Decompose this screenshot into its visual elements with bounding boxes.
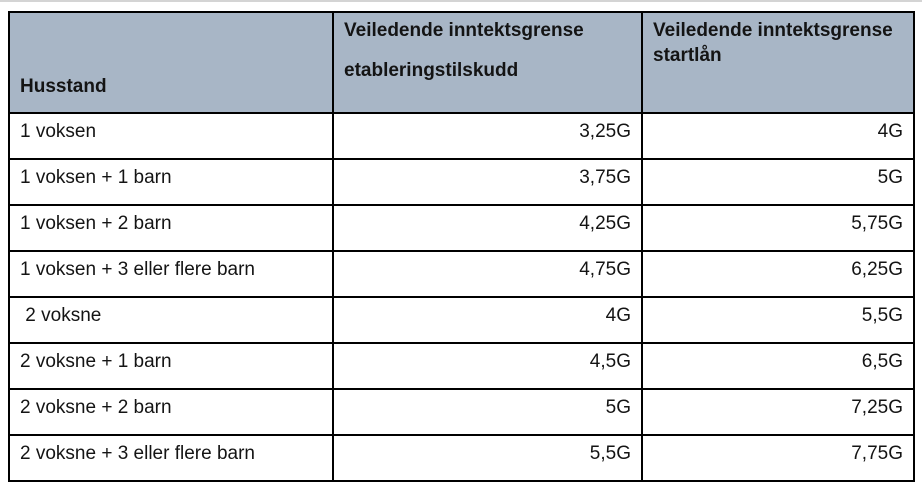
- table-row: 1 voksen + 1 barn 3,75G 5G: [8, 158, 915, 206]
- cell-etableringstilskudd: 4,25G: [332, 204, 643, 252]
- cell-startlaan: 6,5G: [641, 342, 915, 390]
- table-row: 2 voksne 4G 5,5G: [8, 296, 915, 344]
- cell-startlaan: 5G: [641, 158, 915, 206]
- header-husstand-label: Husstand: [20, 76, 107, 97]
- header-row: Husstand Veiledende inntektsgrense etabl…: [8, 11, 915, 114]
- table-body: 1 voksen 3,25G 4G 1 voksen + 1 barn 3,75…: [8, 112, 915, 482]
- table-row: 1 voksen + 3 eller flere barn 4,75G 6,25…: [8, 250, 915, 298]
- table-row: 1 voksen 3,25G 4G: [8, 112, 915, 160]
- cell-startlaan: 5,75G: [641, 204, 915, 252]
- cell-etableringstilskudd: 3,25G: [332, 112, 643, 160]
- header-startlaan-line2: startlån: [653, 45, 722, 66]
- cell-startlaan: 5,5G: [641, 296, 915, 344]
- cell-etableringstilskudd: 5,5G: [332, 434, 643, 482]
- header-etableringstilskudd-line1: Veiledende inntektsgrense: [344, 20, 584, 41]
- cell-startlaan: 7,75G: [641, 434, 915, 482]
- cell-husstand: 1 voksen + 2 barn: [8, 204, 334, 252]
- header-husstand: Husstand: [8, 11, 334, 114]
- header-etableringstilskudd-line2: etableringstilskudd: [344, 60, 519, 81]
- header-startlaan: Veiledende inntektsgrense startlån: [641, 11, 915, 114]
- cell-husstand: 2 voksne + 2 barn: [8, 388, 334, 436]
- cell-startlaan: 7,25G: [641, 388, 915, 436]
- cell-etableringstilskudd: 4,75G: [332, 250, 643, 298]
- cell-etableringstilskudd: 4G: [332, 296, 643, 344]
- cell-husstand: 1 voksen: [8, 112, 334, 160]
- cell-etableringstilskudd: 3,75G: [332, 158, 643, 206]
- header-etableringstilskudd: Veiledende inntektsgrense etableringstil…: [332, 11, 643, 114]
- cell-etableringstilskudd: 4,5G: [332, 342, 643, 390]
- table-row: 2 voksne + 1 barn 4,5G 6,5G: [8, 342, 915, 390]
- screenshot-top-edge-line: [0, 0, 922, 2]
- table-row: 1 voksen + 2 barn 4,25G 5,75G: [8, 204, 915, 252]
- table-row: 2 voksne + 3 eller flere barn 5,5G 7,75G: [8, 434, 915, 482]
- header-startlaan-line1: Veiledende inntektsgrense: [653, 20, 893, 41]
- table-row: 2 voksne + 2 barn 5G 7,25G: [8, 388, 915, 436]
- cell-husstand: 2 voksne: [8, 296, 334, 344]
- cell-startlaan: 6,25G: [641, 250, 915, 298]
- cell-husstand: 2 voksne + 1 barn: [8, 342, 334, 390]
- cell-husstand: 2 voksne + 3 eller flere barn: [8, 434, 334, 482]
- cell-startlaan: 4G: [641, 112, 915, 160]
- cell-etableringstilskudd: 5G: [332, 388, 643, 436]
- table-header: Husstand Veiledende inntektsgrense etabl…: [8, 11, 915, 114]
- income-limits-table: Husstand Veiledende inntektsgrense etabl…: [8, 11, 915, 482]
- cell-husstand: 1 voksen + 3 eller flere barn: [8, 250, 334, 298]
- cell-husstand: 1 voksen + 1 barn: [8, 158, 334, 206]
